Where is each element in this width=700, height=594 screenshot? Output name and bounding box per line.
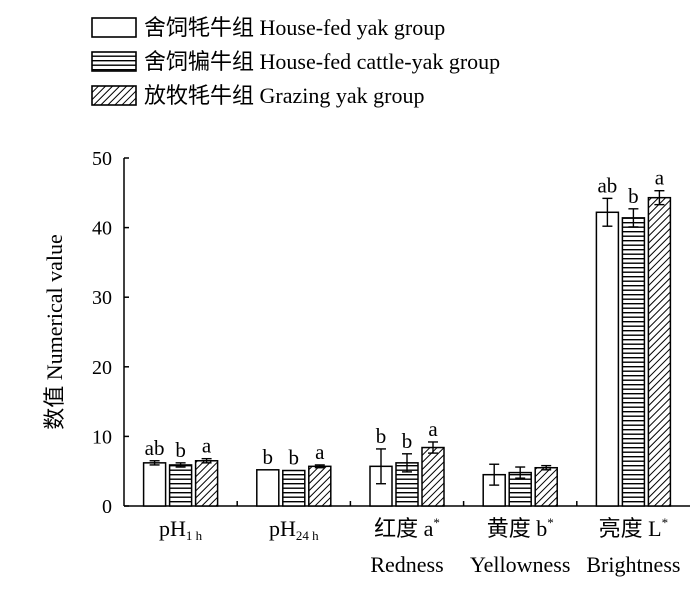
significance-letter: a — [315, 440, 325, 464]
bar — [282, 469, 306, 507]
legend: 舍饲牦牛组 House-fed yak group 舍饲犏牛组 House-fed… — [91, 15, 500, 108]
legend-item: 放牧牦牛组 Grazing yak group — [91, 83, 424, 108]
bar — [534, 466, 558, 507]
bar — [647, 196, 672, 507]
category-label: 黄度 b* — [487, 515, 554, 541]
bars: ab b a b b ab b aab ba — [142, 166, 672, 507]
error-bar — [402, 453, 412, 473]
significance-letter: a — [655, 166, 665, 190]
error-bar — [541, 464, 552, 471]
y-axis-title: 数值 Numerical value — [42, 234, 67, 430]
error-bar — [654, 190, 665, 206]
significance-letter: a — [202, 434, 212, 458]
bar — [142, 462, 167, 507]
y-tick-label: 40 — [92, 218, 112, 240]
significance-letter: ab — [145, 436, 165, 460]
legend-label: 舍饲牦牛组 House-fed yak group — [144, 15, 445, 40]
legend-swatch — [91, 17, 137, 38]
legend-item: 舍饲牦牛组 House-fed yak group — [91, 15, 445, 40]
bar — [621, 217, 646, 507]
significance-letter: b — [628, 184, 639, 208]
error-bar — [602, 197, 613, 227]
significance-letter: b — [402, 429, 413, 453]
error-bar — [515, 466, 526, 479]
bar — [595, 211, 620, 507]
category-label: pH1 h — [159, 516, 203, 543]
significance-letter: b — [175, 438, 186, 462]
y-tick-label: 20 — [92, 357, 112, 379]
legend-label: 放牧牦牛组 Grazing yak group — [144, 83, 424, 108]
bar — [308, 465, 332, 507]
y-tick-label: 10 — [92, 426, 112, 448]
significance-letter: a — [428, 417, 438, 441]
y-tick-label: 0 — [102, 496, 112, 518]
significance-letter: b — [263, 445, 274, 469]
bar — [168, 464, 193, 507]
significance-letter: b — [289, 446, 300, 470]
significance-letter: ab — [597, 173, 617, 197]
legend-item: 舍饲犏牛组 House-fed cattle-yak group — [91, 49, 500, 74]
y-tick-label: 50 — [92, 148, 112, 170]
error-bar — [175, 462, 186, 468]
category-labels: pH1 h pH24 h 红度 a* Redness 黄度 b* Yellowness 亮度… — [159, 515, 680, 577]
category-label: pH24 h — [269, 516, 319, 543]
error-bar — [201, 457, 212, 464]
category-label: 红度 a* — [374, 515, 440, 541]
legend-swatch — [91, 85, 137, 106]
error-bar — [428, 441, 438, 454]
legend-swatch — [91, 51, 137, 72]
y-tick-label: 30 — [92, 287, 112, 309]
error-bar — [376, 448, 386, 485]
category-label: 亮度 L* — [599, 515, 668, 541]
category-english-label: Redness — [370, 552, 443, 577]
category-english-label: Brightness — [586, 552, 680, 577]
error-bar — [149, 460, 160, 466]
significance-letter: b — [376, 424, 387, 448]
bar — [421, 446, 445, 507]
error-bar — [628, 208, 639, 228]
bar — [256, 469, 280, 507]
error-bar — [314, 464, 325, 469]
legend-label: 舍饲犏牛组 House-fed cattle-yak group — [144, 49, 500, 74]
error-bar — [489, 463, 500, 486]
category-english-label: Yellowness — [470, 552, 570, 577]
bar — [194, 460, 219, 507]
